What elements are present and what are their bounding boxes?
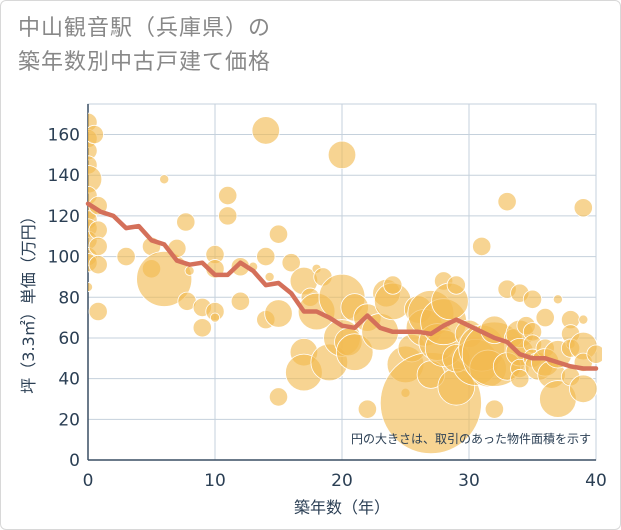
bubble-point — [218, 185, 238, 206]
tick-labels: 0 20 40 60 80 100 120 140 160 0 10 20 30 40 — [48, 126, 607, 491]
y-tick-label: 100 — [48, 248, 80, 268]
bubble-size-note: 円の大きさは、取引のあった物件面積を示す — [351, 431, 591, 446]
x-axis-label: 築年数（年） — [294, 498, 390, 517]
x-tick-label: 10 — [204, 471, 226, 491]
bubble-point — [230, 291, 250, 311]
bubble-point — [552, 294, 563, 305]
bubble-point — [569, 374, 598, 404]
y-axis-label: 坪（3.3㎡）単価（万円） — [19, 208, 38, 393]
bubble-point — [251, 116, 280, 145]
bubble-point — [522, 289, 543, 309]
chart-title-line1: 中山観音駅（兵庫県）の — [18, 16, 272, 41]
bubble-point — [88, 282, 93, 293]
bubble-point — [327, 140, 357, 170]
bubble-point — [472, 236, 492, 256]
trend-line-layer — [85, 201, 599, 371]
bubbles — [88, 112, 602, 455]
bubble-point — [281, 253, 301, 273]
chart-title-line2: 築年数別中古戸建て価格 — [18, 50, 272, 75]
x-tick-label: 0 — [83, 471, 94, 491]
y-tick-label: 140 — [48, 166, 80, 186]
y-tick-label: 40 — [58, 370, 80, 390]
bubble-point — [88, 236, 108, 256]
bubble-point — [484, 399, 504, 419]
bubble-point — [88, 124, 104, 145]
bubble-point — [264, 299, 293, 328]
bubble-point — [573, 198, 593, 218]
x-tick-label: 40 — [585, 471, 607, 491]
y-tick-label: 20 — [58, 410, 80, 430]
bubble-point — [88, 165, 103, 194]
trend-line — [85, 201, 599, 371]
bubble-point — [88, 301, 108, 322]
x-tick-label: 30 — [458, 471, 480, 491]
bubble-point — [209, 312, 220, 323]
bubble-point — [268, 387, 289, 407]
bubble-point — [136, 250, 193, 307]
bubble-point — [256, 246, 276, 267]
bubble-point — [176, 212, 196, 232]
bubble-point — [510, 369, 530, 389]
bubble-point — [159, 174, 170, 185]
y-tick-label: 0 — [69, 451, 80, 471]
y-tick-label: 80 — [58, 288, 80, 308]
bubble-point — [497, 192, 517, 212]
bubble-point — [184, 265, 195, 276]
bubble-point — [578, 314, 589, 325]
bubble-point — [586, 344, 602, 364]
chart-title: 中山観音駅（兵庫県）の 築年数別中古戸建て価格 — [18, 12, 271, 80]
bubble-point — [446, 275, 466, 295]
bubble-point — [88, 220, 108, 240]
bubble-point — [218, 206, 238, 226]
y-tick-label: 120 — [48, 207, 80, 227]
bubble-point — [88, 255, 108, 275]
bubble-point — [535, 307, 555, 328]
bubble-point — [357, 399, 377, 419]
bubble-point — [116, 246, 136, 267]
y-tick-label: 60 — [58, 329, 80, 349]
y-tick-label: 160 — [48, 126, 80, 146]
bubble-point — [383, 275, 403, 295]
bubble-point — [264, 271, 275, 282]
bubble-point — [268, 224, 289, 244]
bubble-point — [335, 333, 374, 371]
bubble-point — [192, 318, 212, 338]
x-tick-label: 20 — [331, 471, 353, 491]
